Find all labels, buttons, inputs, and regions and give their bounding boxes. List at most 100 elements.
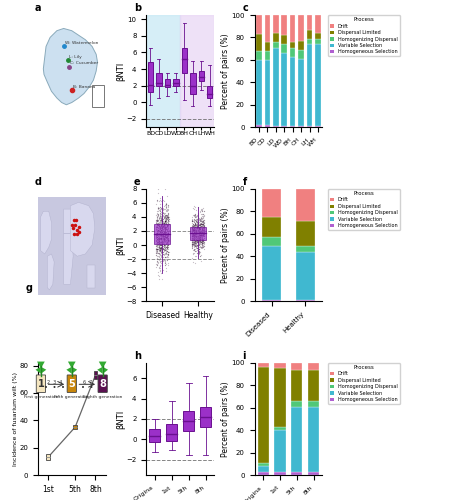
Point: [196, 223, 204, 231]
Point: [196, 228, 203, 236]
Point: [161, 224, 168, 232]
Point: [197, 232, 205, 240]
Point: [157, 239, 164, 247]
Point: [155, 222, 163, 230]
Point: [198, 229, 205, 237]
Point: [190, 226, 198, 234]
Point: [159, 223, 166, 231]
Point: [164, 238, 171, 246]
Point: [191, 226, 198, 234]
Bar: [148, 62, 153, 92]
Point: [159, 250, 166, 258]
Bar: [180, 15, 214, 127]
Point: [156, 203, 164, 211]
Point: [158, 214, 165, 222]
Point: [193, 222, 201, 230]
Point: [201, 229, 208, 237]
Point: [162, 250, 169, 258]
Point: [191, 228, 199, 236]
Point: [188, 231, 196, 239]
Point: [195, 232, 203, 240]
Point: [188, 232, 195, 240]
Point: [164, 206, 172, 214]
Point: [188, 240, 196, 248]
Point: [191, 236, 198, 244]
Point: [201, 230, 208, 238]
Point: [195, 230, 202, 238]
Point: [193, 236, 201, 244]
Point: [195, 223, 203, 231]
Point: [160, 236, 168, 244]
Point: [159, 234, 167, 242]
Point: [159, 222, 167, 230]
Point: [160, 234, 168, 241]
Point: [199, 229, 206, 237]
Point: [197, 227, 204, 235]
Point: [193, 236, 201, 244]
Point: [158, 212, 166, 220]
Point: [156, 220, 164, 228]
Point: [155, 256, 163, 264]
Point: [158, 221, 166, 229]
Point: [195, 224, 203, 232]
Point: [158, 225, 166, 233]
Point: [192, 236, 200, 244]
Point: [157, 254, 165, 262]
Point: [155, 238, 163, 246]
Point: [198, 206, 205, 214]
Point: [163, 264, 170, 272]
Point: [200, 234, 207, 242]
Point: [156, 224, 164, 232]
Point: [164, 238, 172, 246]
Point: [192, 241, 200, 249]
Point: [164, 247, 171, 255]
Point: [162, 246, 170, 254]
Point: [164, 237, 172, 245]
Point: [156, 212, 164, 220]
Point: [153, 232, 161, 240]
Point: [161, 246, 168, 254]
Bar: [199, 70, 204, 82]
Point: [193, 235, 201, 243]
Point: [191, 212, 199, 220]
Point: [152, 236, 160, 244]
Bar: [264, 60, 270, 125]
Point: [155, 243, 162, 251]
Point: [160, 221, 168, 229]
Point: [189, 240, 197, 248]
Point: [198, 228, 205, 235]
Point: [156, 257, 164, 265]
Point: [154, 236, 162, 244]
Point: [164, 222, 172, 230]
Text: a: a: [35, 3, 41, 13]
Point: [161, 219, 169, 227]
Point: [156, 210, 164, 218]
Point: [164, 192, 171, 200]
Point: [156, 230, 164, 238]
Point: [163, 236, 171, 244]
Point: [158, 232, 166, 240]
Point: [188, 217, 195, 225]
Point: [154, 245, 161, 253]
Point: [192, 229, 200, 237]
Point: [156, 256, 164, 264]
Point: [201, 224, 208, 232]
Point: [154, 235, 162, 243]
Point: [189, 225, 197, 233]
Bar: [262, 300, 281, 301]
Point: [162, 216, 170, 224]
Point: [153, 237, 161, 245]
Point: [188, 241, 196, 249]
Point: [163, 244, 170, 252]
Point: [158, 226, 165, 234]
Point: [197, 220, 205, 228]
Point: [154, 210, 161, 218]
Point: [156, 212, 164, 220]
Point: [158, 240, 165, 248]
Point: [156, 246, 164, 254]
Point: [155, 234, 163, 241]
Point: [161, 224, 168, 232]
Point: [164, 237, 172, 245]
Point: [200, 219, 207, 227]
Point: [192, 220, 200, 228]
